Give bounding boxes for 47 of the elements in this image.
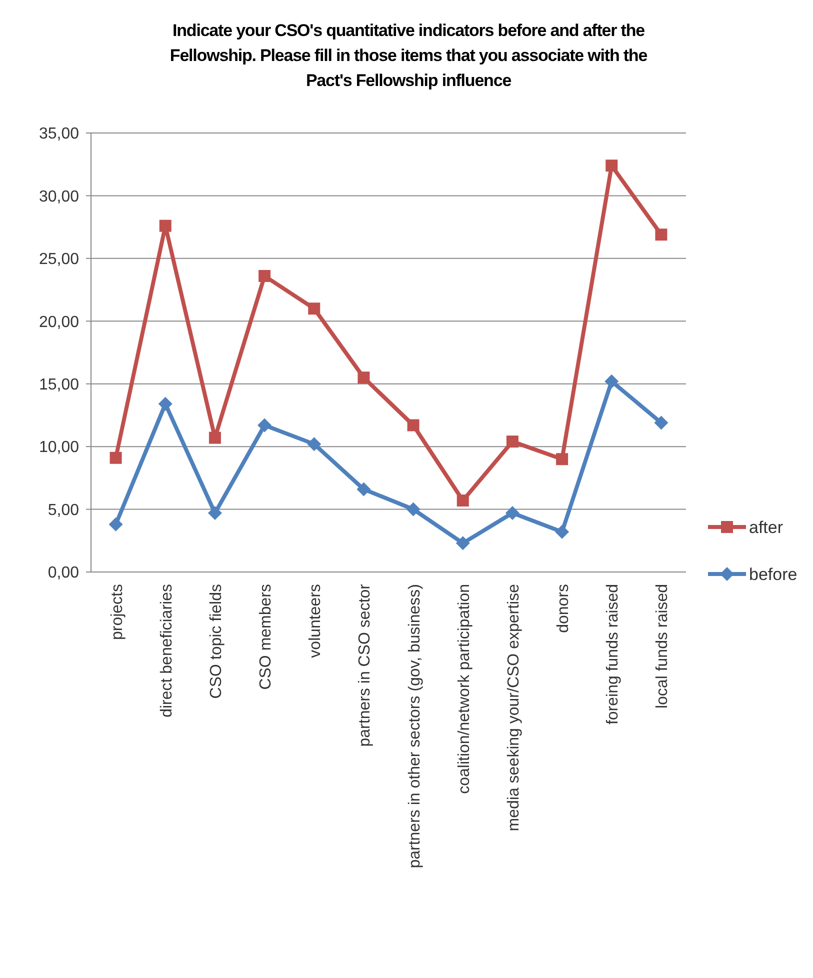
point (358, 372, 370, 384)
y-tick-label: 30,00 (38, 188, 80, 206)
point (604, 374, 619, 388)
point (110, 452, 122, 464)
x-tick-label: CSO members (258, 584, 275, 690)
x-tick-label: donors (555, 584, 572, 633)
legend-label: before (749, 564, 798, 584)
point (258, 270, 271, 282)
y-tick-label: 5,00 (48, 502, 80, 519)
point (655, 228, 668, 241)
point (555, 524, 570, 539)
point (456, 494, 469, 507)
x-tick-label: projects (108, 584, 126, 640)
x-tick-label: volunteers (307, 584, 324, 658)
y-tick-label: 35,00 (38, 126, 80, 143)
point (108, 517, 123, 532)
point (456, 536, 470, 550)
point (407, 419, 420, 432)
x-tick-label: partners in CSO sector (356, 583, 374, 747)
x-tick-label: media seeking your/CSO expertise (505, 584, 522, 832)
point (606, 160, 618, 172)
x-tick-label: local funds raised (654, 584, 672, 709)
x-tick-label: CSO topic fields (208, 584, 225, 699)
point (406, 502, 420, 516)
point (158, 396, 172, 411)
point (258, 418, 272, 432)
chart-title: Indicate your CSO's quantitative indicators before and after the Fellowship. Please fill in those items that you associate with the Pact's Fellowship influence (170, 21, 648, 90)
point (159, 220, 172, 232)
legend-label: after (749, 518, 784, 537)
y-tick-label: 0,00 (48, 564, 80, 582)
y-tick-label: 20,00 (38, 314, 80, 331)
x-tick-label: direct beneficiaries (158, 584, 176, 718)
point (654, 416, 668, 430)
point (208, 432, 221, 444)
x-tick-label: partners in other sectors (gov, business) (406, 584, 424, 868)
y-tick-label: 25,00 (38, 251, 80, 268)
point (356, 482, 371, 496)
point (308, 302, 320, 315)
point (505, 506, 520, 520)
point (208, 506, 222, 520)
point (556, 453, 568, 466)
y-tick-label: 10,00 (38, 439, 80, 456)
point (307, 437, 322, 452)
x-tick-label: coalition/network participation (456, 584, 473, 794)
y-tick-label: 15,00 (38, 376, 80, 394)
x-tick-label: foreing funds raised (604, 584, 622, 725)
point (506, 436, 518, 448)
